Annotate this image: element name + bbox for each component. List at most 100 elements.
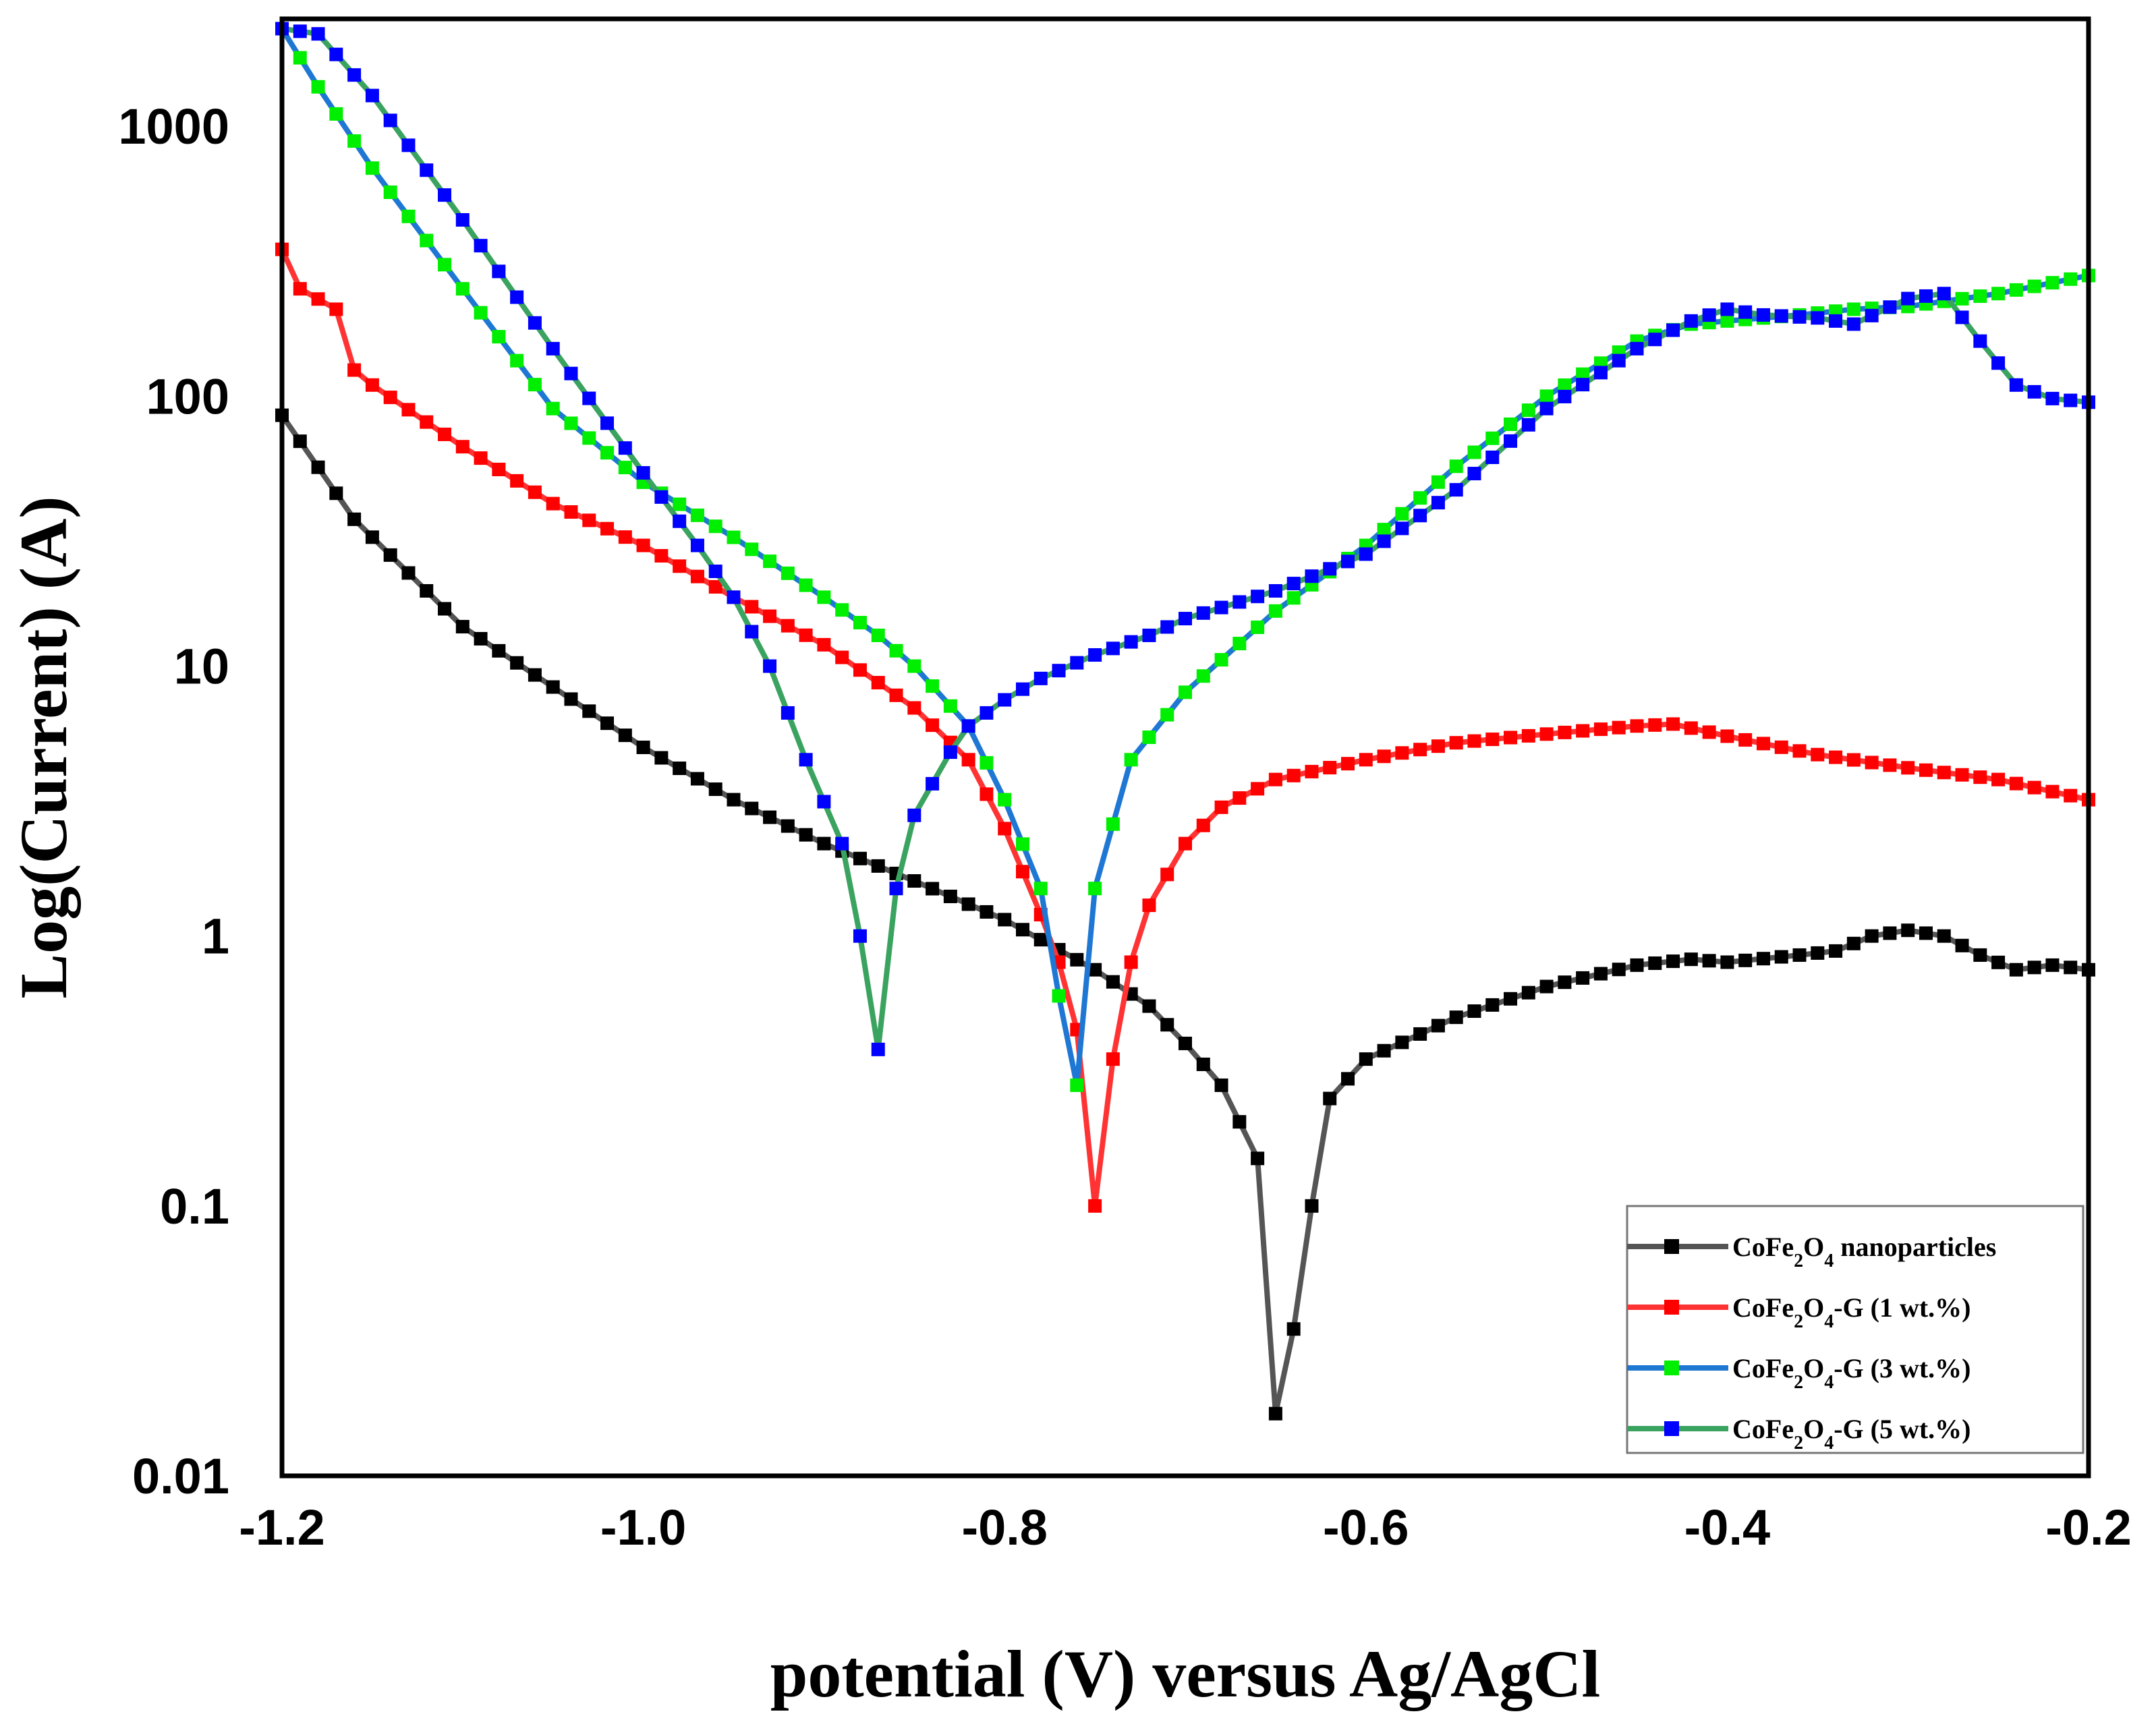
- data-point-marker: [1558, 389, 1572, 403]
- data-point-marker: [1015, 865, 1029, 879]
- data-point-marker: [889, 688, 903, 702]
- data-point-marker: [1359, 753, 1373, 767]
- data-point-marker: [528, 316, 542, 330]
- data-point-marker: [1937, 766, 1951, 780]
- data-point-marker: [564, 692, 578, 706]
- data-point-marker: [1865, 755, 1879, 770]
- data-point-marker: [329, 107, 343, 121]
- data-point-marker: [1485, 733, 1500, 747]
- series-layer: [275, 22, 2095, 1421]
- data-point-marker: [1504, 417, 1518, 431]
- legend-label: CoFe2O4-G (3 wt.%): [1732, 1353, 1970, 1393]
- data-point-marker: [365, 530, 379, 544]
- data-point-marker: [1521, 728, 1535, 743]
- data-point-marker: [1576, 971, 1590, 985]
- data-point-marker: [998, 793, 1012, 807]
- data-point-marker: [1829, 314, 1843, 328]
- data-point-marker: [1720, 729, 1734, 743]
- data-point-marker: [1179, 1036, 1192, 1050]
- data-point-marker: [1630, 341, 1644, 355]
- data-point-marker: [420, 415, 434, 429]
- data-point-marker: [907, 701, 921, 715]
- data-point-marker: [763, 609, 777, 623]
- data-point-marker: [564, 366, 578, 380]
- data-point-marker: [347, 68, 362, 82]
- data-point-marker: [1846, 753, 1861, 767]
- y-axis-title: Log(Current) (A): [6, 496, 81, 998]
- data-point-marker: [673, 514, 687, 528]
- data-point-marker: [1467, 734, 1481, 748]
- data-point-marker: [1232, 1115, 1247, 1129]
- data-point-marker: [1106, 1052, 1120, 1066]
- data-point-marker: [980, 787, 994, 801]
- data-point-marker: [2009, 776, 2023, 791]
- data-point-marker: [1630, 719, 1644, 733]
- data-point-marker: [708, 519, 722, 534]
- data-point-marker: [1088, 1199, 1102, 1213]
- data-point-marker: [311, 292, 325, 306]
- data-point-marker: [455, 282, 470, 296]
- data-point-marker: [1991, 287, 2006, 301]
- data-point-marker: [1684, 952, 1698, 967]
- data-point-marker: [1179, 685, 1192, 699]
- data-point-marker: [1395, 507, 1409, 521]
- data-point-marker: [1196, 1057, 1210, 1071]
- data-point-marker: [781, 819, 795, 833]
- data-point-marker: [1431, 496, 1445, 510]
- data-point-marker: [1431, 739, 1445, 753]
- data-point-marker: [1179, 612, 1192, 626]
- data-point-marker: [1919, 289, 1933, 303]
- x-axis-title: potential (V) versus Ag/AgCl: [770, 1636, 1601, 1711]
- data-point-marker: [600, 521, 615, 536]
- data-point-marker: [1395, 521, 1409, 536]
- data-point-marker: [2009, 283, 2023, 297]
- data-point-marker: [1449, 1010, 1463, 1025]
- data-point-marker: [1124, 955, 1138, 969]
- data-point-marker: [2009, 378, 2023, 392]
- data-point-marker: [871, 628, 885, 642]
- data-point-marker: [1973, 334, 1987, 348]
- x-tick-label: -0.2: [2045, 1499, 2132, 1555]
- data-point-marker: [383, 391, 397, 405]
- data-point-marker: [1214, 600, 1228, 614]
- data-point-marker: [1251, 782, 1265, 796]
- data-point-marker: [1883, 758, 1897, 772]
- data-point-marker: [438, 602, 452, 616]
- data-point-marker: [1431, 475, 1445, 489]
- data-point-marker: [1811, 311, 1825, 325]
- data-point-marker: [889, 882, 903, 896]
- data-point-marker: [1630, 958, 1644, 972]
- data-point-marker: [1792, 310, 1807, 324]
- data-point-marker: [2064, 272, 2078, 286]
- data-point-marker: [1612, 353, 1626, 368]
- data-point-marker: [1521, 985, 1535, 1000]
- data-point-marker: [708, 782, 722, 797]
- data-point-marker: [1648, 956, 1662, 970]
- data-point-marker: [1467, 445, 1481, 459]
- data-point-marker: [1539, 401, 1554, 416]
- data-point-marker: [1251, 620, 1265, 634]
- data-point-marker: [1395, 1035, 1409, 1050]
- data-point-marker: [1052, 989, 1066, 1003]
- data-point-marker: [1774, 309, 1788, 323]
- data-point-marker: [492, 330, 506, 344]
- data-point-marker: [1377, 534, 1391, 548]
- data-point-marker: [673, 762, 687, 776]
- plot-area-frame: [279, 16, 2091, 1479]
- data-point-marker: [1666, 323, 1680, 337]
- legend-label: CoFe2O4-G (1 wt.%): [1732, 1292, 1970, 1332]
- data-point-marker: [1124, 753, 1138, 767]
- data-point-marker: [943, 699, 957, 713]
- data-point-marker: [1991, 356, 2006, 370]
- data-point-marker: [835, 836, 849, 851]
- data-point-marker: [1088, 963, 1102, 977]
- data-point-marker: [1323, 562, 1337, 576]
- data-point-marker: [1431, 1019, 1445, 1033]
- data-point-marker: [1268, 604, 1282, 618]
- data-point-marker: [1558, 725, 1572, 739]
- data-point-marker: [835, 650, 849, 664]
- data-point-marker: [2045, 784, 2060, 799]
- data-point-marker: [1612, 963, 1626, 977]
- data-point-marker: [1593, 967, 1608, 981]
- data-point-marker: [2064, 393, 2078, 407]
